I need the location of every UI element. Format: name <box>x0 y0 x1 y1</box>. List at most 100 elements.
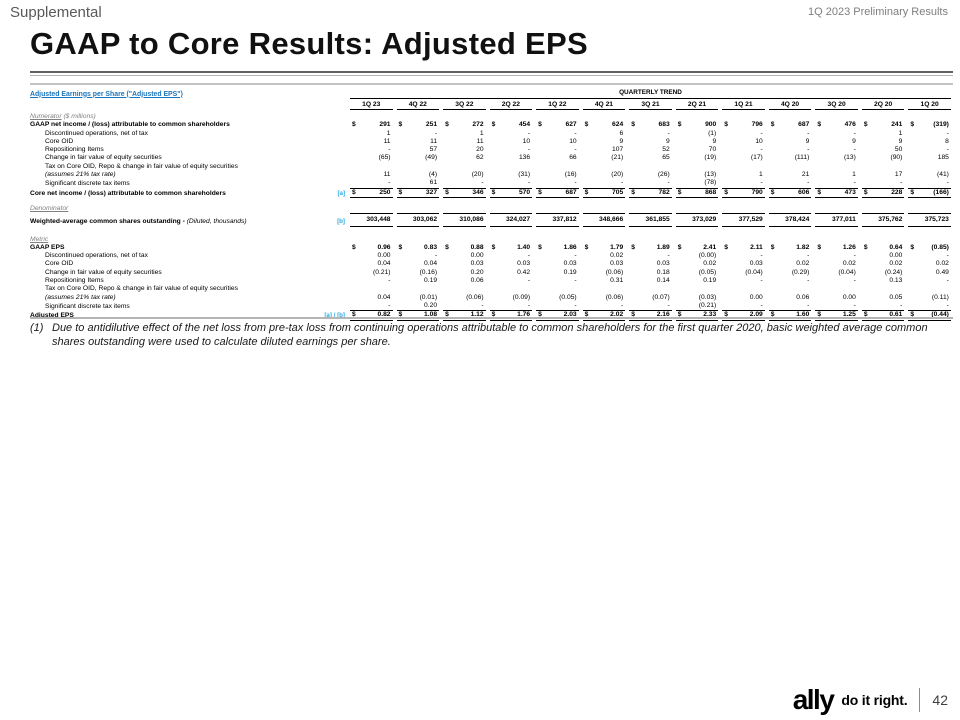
cell-value: (0.09) <box>512 293 531 301</box>
row-label: Metric <box>30 235 49 243</box>
value-cell: 0.20 <box>396 301 440 312</box>
cell-value: 0.02 <box>842 260 856 268</box>
row-values: 0.04 0.04 0.03 0.03 0.03 0.03 0.03 0.02 0.03 0.02… <box>348 260 953 268</box>
footnote-text: Due to antidilutive effect of the net lo… <box>52 322 928 348</box>
value-cell: - <box>815 146 858 154</box>
value-cell: - <box>350 301 393 312</box>
value-cell: 62 <box>443 154 486 162</box>
cell-value: 0.20 <box>424 301 438 309</box>
row-label: Tax on Core OID, Repo & change in fair v… <box>45 285 238 293</box>
cell-value: - <box>388 277 391 285</box>
value-cell: 185 <box>908 154 951 162</box>
cell-value: - <box>760 277 763 285</box>
cell-value: - <box>900 179 903 187</box>
cell-value: - <box>853 277 856 285</box>
cell-value: 70 <box>708 146 717 154</box>
row-label: Denominator <box>30 204 69 212</box>
column-header: 4Q 20 <box>768 100 812 110</box>
row-label: Significant discrete tax items <box>45 180 130 188</box>
value-cell: $1.60 <box>768 311 812 321</box>
row-label: GAAP EPS <box>30 243 65 251</box>
row-values: (65) (49) 62 136 66 (21) 65 (19) (17) (111) (13) (9… <box>348 154 953 162</box>
value-cell: $ (319) <box>908 121 951 129</box>
value-cell: 0.19 <box>536 269 579 277</box>
row-label: Weighted-average common shares outstandi… <box>30 218 247 226</box>
value-cell: $683 <box>629 121 672 129</box>
value-cell: (16) <box>536 171 579 179</box>
cell-value: - <box>574 146 577 154</box>
cell-value: - <box>853 146 856 154</box>
value-cell: 375,723 <box>908 213 951 227</box>
cell-value: (0.00) <box>698 252 717 260</box>
value-cell: $291 <box>350 121 393 129</box>
cell-value: 10 <box>569 137 577 145</box>
value-cell: - <box>908 179 951 189</box>
cell-value: 0.13 <box>889 277 903 285</box>
adjusted-eps-table: Adjusted Earnings per Share ("Adjusted E… <box>30 83 953 321</box>
value-cell: (0.06) <box>583 294 626 302</box>
value-cell: 11 <box>350 171 393 179</box>
value-cell: (17) <box>722 154 765 162</box>
value-cell: (0.11) <box>908 294 951 302</box>
value-cell: 0.02 <box>908 260 951 268</box>
cell-value: - <box>760 301 763 309</box>
value-cell: 9 <box>815 138 858 146</box>
cell-value: 375,762 <box>878 216 903 224</box>
table-row: GAAP EPS $0.96 $0.83 $0.88 $1.40 $1.86 $1.79 $1… <box>30 244 953 252</box>
cell-value: 0.02 <box>703 260 717 268</box>
row-label: Significant discrete tax items <box>45 302 130 310</box>
cell-value: 17 <box>894 171 903 179</box>
cell-value: 2.11 <box>750 243 763 251</box>
value-cell: - <box>908 252 951 260</box>
cell-value: 228 <box>891 188 903 196</box>
cell-value: 9 <box>805 137 810 145</box>
value-cell: 10 <box>722 138 765 146</box>
value-cell: - <box>536 179 579 189</box>
cell-value: (4) <box>428 171 438 179</box>
value-cell: $228 <box>861 188 905 198</box>
cell-value: 0.64 <box>889 243 903 251</box>
value-cell: 0.49 <box>908 269 951 277</box>
adjusted-eps-link[interactable]: Adjusted Earnings per Share ("Adjusted E… <box>30 90 183 98</box>
cell-value: 0.96 <box>377 243 391 251</box>
dollar-sign: $ <box>724 188 728 196</box>
cell-value: (0.04) <box>838 268 856 276</box>
cell-value: - <box>946 129 949 137</box>
value-cell: $1.26 <box>815 244 858 252</box>
cell-value: (0.29) <box>791 268 810 276</box>
cell-value: 2.03 <box>563 311 577 319</box>
table-row: Repositioning Items - 57 20 - - 107 52 70 - - - 50 - <box>30 146 953 154</box>
cell-value: 9 <box>852 137 856 145</box>
value-cell: $705 <box>582 188 626 198</box>
value-cell: $473 <box>815 189 858 198</box>
row-label: Numerator ($ millions) <box>30 113 96 120</box>
cell-value: 11 <box>430 137 438 145</box>
dollar-sign: $ <box>584 188 589 196</box>
dollar-sign: $ <box>538 121 542 129</box>
value-cell: - <box>908 130 951 138</box>
dollar-sign: $ <box>491 121 496 129</box>
value-cell: (4) <box>397 171 440 179</box>
table-row: Core OID 0.04 0.04 0.03 0.03 0.03 0.03 0.03 0.02… <box>30 260 953 268</box>
column-header: 1Q 22 <box>536 100 579 110</box>
value-cell: $687 <box>769 121 812 129</box>
value-cell: 0.14 <box>629 277 672 285</box>
cell-value: 21 <box>801 171 810 179</box>
value-cell: 0.04 <box>397 260 440 268</box>
row-reference-marker: [a] / [b] <box>324 312 345 320</box>
cell-value: 705 <box>612 188 624 196</box>
cell-value: 11 <box>383 171 391 179</box>
value-cell: - <box>722 301 765 312</box>
row-values: - 61 - - - - - (78) - - - - - <box>348 179 953 189</box>
value-cell: - <box>629 302 672 312</box>
cell-value: 0.03 <box>517 260 531 268</box>
value-cell: 65 <box>629 154 672 162</box>
slide-section-label: Supplemental <box>10 4 102 21</box>
value-cell: 1 <box>443 130 486 138</box>
cell-value: - <box>574 252 577 260</box>
value-cell: (0.06) <box>583 269 626 277</box>
cell-value: 0.49 <box>935 268 949 276</box>
value-cell: $570 <box>489 189 533 198</box>
table-row: Discontinued operations, net of tax 1 - 1 - -… <box>30 130 953 138</box>
cell-value: - <box>388 301 391 309</box>
